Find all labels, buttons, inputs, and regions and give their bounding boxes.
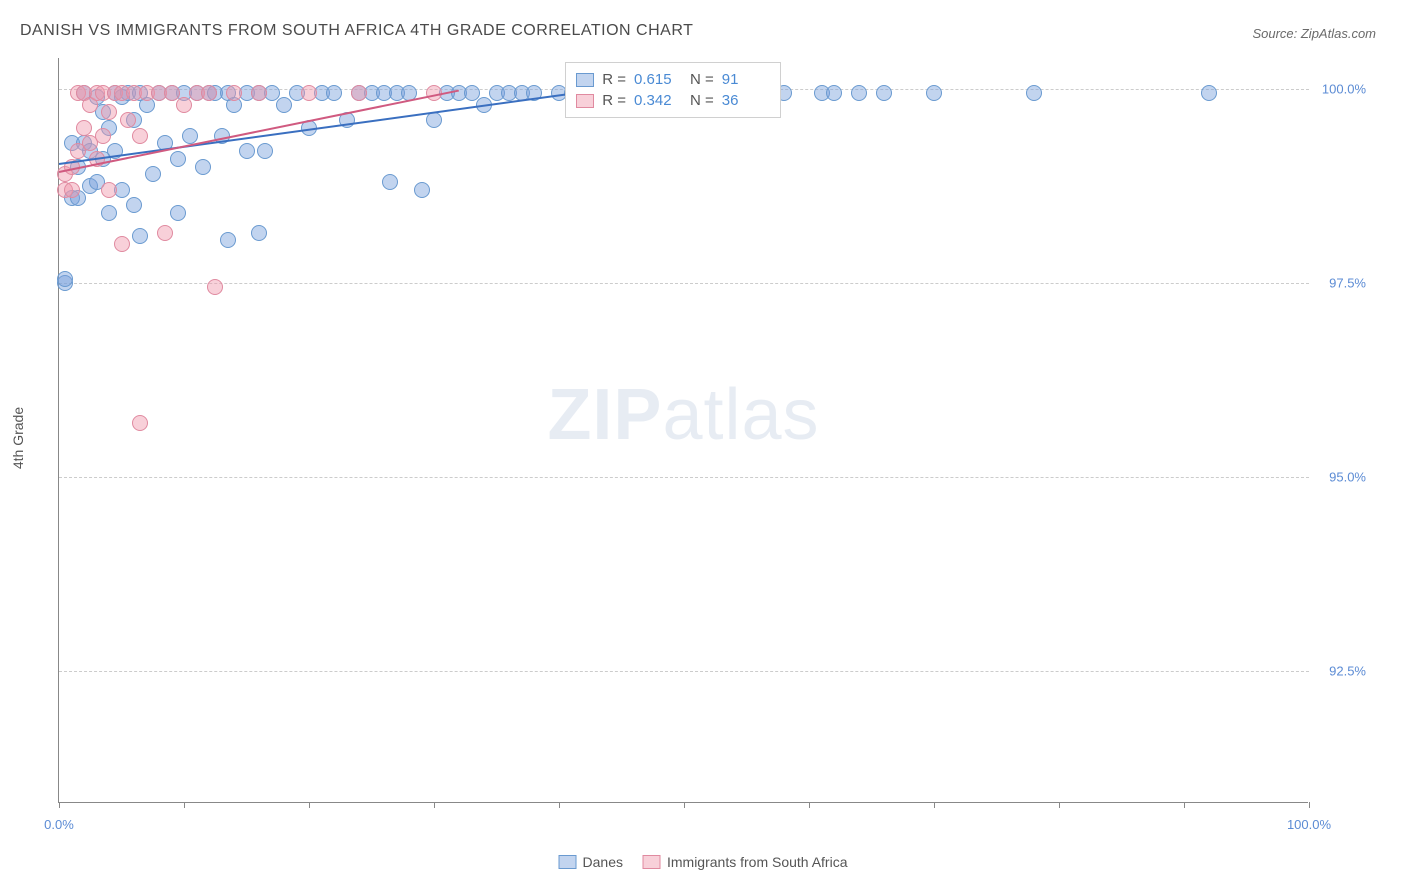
scatter-point xyxy=(251,85,267,101)
legend-swatch xyxy=(576,94,594,108)
scatter-point xyxy=(326,85,342,101)
scatter-point xyxy=(132,228,148,244)
scatter-point xyxy=(414,182,430,198)
watermark: ZIPatlas xyxy=(547,374,819,456)
scatter-point xyxy=(207,279,223,295)
scatter-point xyxy=(170,205,186,221)
y-tick-label: 100.0% xyxy=(1322,82,1366,97)
x-tick xyxy=(559,802,560,808)
x-tick xyxy=(809,802,810,808)
scatter-point xyxy=(114,236,130,252)
scatter-point xyxy=(926,85,942,101)
scatter-point xyxy=(876,85,892,101)
legend-label: Immigrants from South Africa xyxy=(667,854,848,870)
chart-title: DANISH VS IMMIGRANTS FROM SOUTH AFRICA 4… xyxy=(20,22,693,40)
stats-row: R =0.615N =91 xyxy=(576,69,770,90)
legend-item: Danes xyxy=(559,854,623,870)
bottom-legend: Danes Immigrants from South Africa xyxy=(559,854,848,870)
y-tick-label: 95.0% xyxy=(1329,470,1366,485)
plot-area: ZIPatlas 92.5%95.0%97.5%100.0%0.0%100.0%… xyxy=(58,58,1308,803)
scatter-point xyxy=(851,85,867,101)
scatter-point xyxy=(101,182,117,198)
scatter-point xyxy=(57,271,73,287)
scatter-point xyxy=(101,205,117,221)
gridline-h xyxy=(59,671,1309,672)
x-tick xyxy=(309,802,310,808)
scatter-point xyxy=(101,104,117,120)
scatter-point xyxy=(257,143,273,159)
x-tick xyxy=(434,802,435,808)
scatter-point xyxy=(251,225,267,241)
legend-swatch xyxy=(576,73,594,87)
plot-container: ZIPatlas 92.5%95.0%97.5%100.0%0.0%100.0%… xyxy=(58,58,1368,818)
scatter-point xyxy=(195,159,211,175)
scatter-point xyxy=(182,128,198,144)
scatter-point xyxy=(426,112,442,128)
legend-item: Immigrants from South Africa xyxy=(643,854,848,870)
scatter-point xyxy=(145,166,161,182)
scatter-point xyxy=(176,97,192,113)
x-tick xyxy=(934,802,935,808)
scatter-point xyxy=(382,174,398,190)
scatter-point xyxy=(276,97,292,113)
scatter-point xyxy=(157,225,173,241)
scatter-point xyxy=(132,415,148,431)
x-tick xyxy=(184,802,185,808)
x-tick xyxy=(59,802,60,808)
scatter-point xyxy=(76,120,92,136)
scatter-point xyxy=(1201,85,1217,101)
legend-swatch xyxy=(643,855,661,869)
scatter-point xyxy=(301,85,317,101)
scatter-point xyxy=(351,85,367,101)
legend-label: Danes xyxy=(583,854,623,870)
scatter-point xyxy=(132,128,148,144)
stats-box: R =0.615N =91R =0.342N =36 xyxy=(565,62,781,118)
x-tick xyxy=(1184,802,1185,808)
x-tick xyxy=(684,802,685,808)
gridline-h xyxy=(59,477,1309,478)
stats-row: R =0.342N =36 xyxy=(576,90,770,111)
gridline-h xyxy=(59,283,1309,284)
legend-swatch xyxy=(559,855,577,869)
scatter-point xyxy=(226,85,242,101)
scatter-point xyxy=(95,128,111,144)
y-tick-label: 92.5% xyxy=(1329,664,1366,679)
source-attribution: Source: ZipAtlas.com xyxy=(1252,26,1376,41)
y-tick-label: 97.5% xyxy=(1329,276,1366,291)
x-tick xyxy=(1059,802,1060,808)
scatter-point xyxy=(220,232,236,248)
scatter-point xyxy=(126,197,142,213)
x-tick xyxy=(1309,802,1310,808)
y-axis-title: 4th Grade xyxy=(10,407,26,469)
scatter-point xyxy=(64,182,80,198)
scatter-point xyxy=(120,112,136,128)
scatter-point xyxy=(826,85,842,101)
scatter-point xyxy=(1026,85,1042,101)
x-tick-label: 0.0% xyxy=(44,817,74,832)
scatter-point xyxy=(239,143,255,159)
scatter-point xyxy=(170,151,186,167)
scatter-point xyxy=(201,85,217,101)
x-tick-label: 100.0% xyxy=(1287,817,1331,832)
